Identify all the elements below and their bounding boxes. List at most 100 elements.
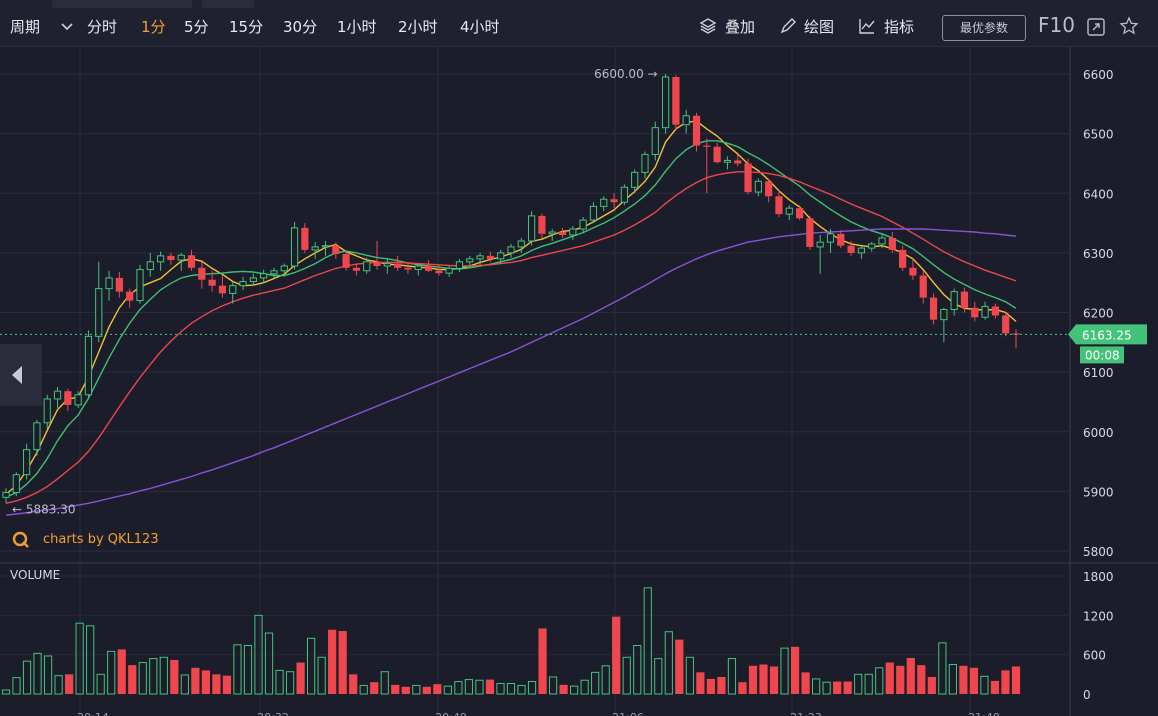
candle-body xyxy=(383,263,391,267)
volume-bar xyxy=(180,674,189,695)
best-params-button[interactable]: 最优参数 xyxy=(942,15,1026,41)
interval-tab[interactable]: 1小时 xyxy=(337,18,377,36)
star-icon[interactable] xyxy=(1119,16,1139,36)
price-tick-label: 6500 xyxy=(1083,128,1114,142)
volume-bar xyxy=(906,657,915,694)
candle-body xyxy=(208,279,216,286)
draw-button[interactable]: 绘图 xyxy=(804,18,835,36)
volume-bar xyxy=(159,656,168,695)
candle-body xyxy=(971,307,979,318)
interval-tab[interactable]: 分时 xyxy=(87,18,118,36)
price-tick-label: 5800 xyxy=(1083,545,1114,559)
interval-tab-active[interactable]: 1分 xyxy=(141,18,166,36)
candle-body xyxy=(301,227,309,250)
candle-body xyxy=(229,285,237,294)
volume-bar xyxy=(485,679,495,694)
candle-body xyxy=(84,335,93,396)
volume-bar xyxy=(696,672,705,694)
layers-icon[interactable] xyxy=(698,16,718,36)
volume-bar xyxy=(1001,670,1010,694)
fullscreen-icon[interactable] xyxy=(1086,17,1106,37)
volume-bar xyxy=(917,665,926,694)
candle-body xyxy=(754,180,762,193)
candle-body xyxy=(909,267,917,276)
interval-tab[interactable]: 5分 xyxy=(184,18,209,36)
candle-body xyxy=(33,422,41,451)
candle-body xyxy=(239,280,247,287)
volume-bar xyxy=(128,665,137,694)
interval-tab[interactable]: 30分 xyxy=(283,18,318,36)
qkl-logo-icon xyxy=(12,531,29,548)
candle-body xyxy=(631,171,639,188)
volume-bar xyxy=(748,665,758,694)
moving-average-line xyxy=(5,171,1017,504)
chevron-down-icon[interactable] xyxy=(60,19,74,33)
scroll-left-button[interactable] xyxy=(0,344,42,406)
candle-body xyxy=(837,233,845,246)
candle-body xyxy=(466,258,474,263)
candle-body xyxy=(373,261,381,266)
interval-tab[interactable]: 15分 xyxy=(229,18,264,36)
volume-bar xyxy=(759,664,768,694)
candle-body xyxy=(795,208,804,219)
volume-tick-label: 1800 xyxy=(1083,570,1114,584)
pencil-icon[interactable] xyxy=(778,16,798,36)
candle-body xyxy=(126,291,134,301)
volume-bar xyxy=(464,679,474,695)
interval-tab[interactable]: 2小时 xyxy=(398,18,438,36)
interval-tab[interactable]: 4小时 xyxy=(460,18,500,36)
candle-body xyxy=(692,115,701,146)
overlay-button[interactable]: 叠加 xyxy=(725,18,756,36)
volume-bar xyxy=(475,679,484,695)
chart-background xyxy=(0,47,1158,716)
volume-bar xyxy=(328,629,337,694)
volume-bar xyxy=(675,639,684,694)
candle-body xyxy=(672,76,680,125)
candle-body xyxy=(332,245,340,255)
candle-body xyxy=(868,243,876,249)
time-tick-label: 21:40 xyxy=(968,711,1000,716)
indicator-chart-icon[interactable] xyxy=(857,16,877,36)
volume-bar xyxy=(980,675,989,695)
volume-bar xyxy=(201,670,210,694)
candle-body xyxy=(888,237,896,250)
top-tab[interactable] xyxy=(52,0,192,8)
candle-body xyxy=(558,232,567,235)
volume-bar xyxy=(1011,666,1021,694)
candle-body xyxy=(600,198,608,207)
candle-body xyxy=(497,252,505,260)
volume-bar xyxy=(527,681,537,695)
candle-body xyxy=(981,306,989,318)
volume-bar xyxy=(349,674,358,694)
candle-body xyxy=(960,291,969,308)
watermark-text: charts by QKL123 xyxy=(43,532,159,547)
candle-body xyxy=(290,227,299,267)
volume-bar xyxy=(790,646,800,694)
indicator-button[interactable]: 指标 xyxy=(884,18,915,36)
volume-bar xyxy=(517,684,526,695)
candle-body xyxy=(620,186,628,203)
candle-body xyxy=(321,245,330,248)
candle-body xyxy=(64,391,72,405)
candle-body xyxy=(929,297,938,320)
volume-bar xyxy=(580,679,589,695)
countdown-tag xyxy=(1080,346,1124,364)
volume-bar xyxy=(1,689,11,695)
candle-body xyxy=(816,241,824,248)
volume-bar xyxy=(738,682,747,694)
candle-body xyxy=(991,306,999,316)
volume-bar xyxy=(359,684,368,695)
candle-body xyxy=(703,145,711,147)
candle-body xyxy=(651,127,659,155)
volume-bar xyxy=(959,665,968,694)
volume-bar xyxy=(885,662,894,694)
max-price-marker: 6600.00 → xyxy=(594,67,658,81)
candle-body xyxy=(919,275,927,298)
candle-body xyxy=(424,265,433,271)
candle-body xyxy=(847,245,855,253)
candle-body xyxy=(435,270,443,274)
f10-button[interactable]: F10 xyxy=(1038,13,1075,37)
top-tab[interactable] xyxy=(202,0,254,8)
volume-bar xyxy=(591,671,600,695)
